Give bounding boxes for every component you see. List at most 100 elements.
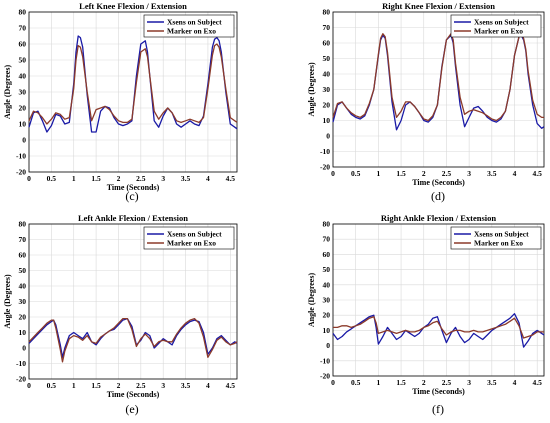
y-tick-label: 30 <box>19 297 27 306</box>
legend-entry: Marker on Exo <box>474 27 523 36</box>
legend-box <box>143 14 235 38</box>
x-tick-label: 4 <box>206 381 210 390</box>
plot-frame <box>332 223 545 377</box>
panel-letter: (c) <box>125 189 138 203</box>
y-tick-label: 70 <box>323 235 331 244</box>
y-tick-label: 80 <box>323 8 331 17</box>
y-tick-label: -10 <box>320 147 330 156</box>
legend-entry: Marker on Exo <box>167 239 216 248</box>
panel-letter: (d) <box>431 189 445 203</box>
series-line-xsens <box>332 34 545 131</box>
y-tick-label: 70 <box>19 235 27 244</box>
x-tick-label: 0.5 <box>351 169 361 178</box>
x-tick-label: 0.5 <box>47 174 57 183</box>
x-tick-label: 1.5 <box>91 174 101 183</box>
panel-letter: (e) <box>125 402 138 416</box>
series-line-xsens <box>28 35 238 133</box>
y-tick-label: 10 <box>19 328 27 337</box>
y-tick-label: 20 <box>323 101 331 110</box>
y-tick-label: -20 <box>320 372 330 381</box>
x-tick-label: 0 <box>331 378 335 387</box>
x-tick-label: 3 <box>161 174 165 183</box>
x-tick-label: 1 <box>377 378 381 387</box>
x-tick-label: 0 <box>27 174 31 183</box>
x-tick-label: 4.5 <box>226 381 236 390</box>
y-tick-label: 0 <box>22 136 26 145</box>
x-axis-label: Time (Seconds) <box>412 387 465 396</box>
legend-box <box>450 14 542 38</box>
chart-title: Left Knee Flexion / Extension <box>79 1 187 11</box>
x-tick-label: 4.5 <box>533 378 543 387</box>
x-tick-label: 2.5 <box>442 378 452 387</box>
y-tick-label: 50 <box>19 266 27 275</box>
y-tick-label: 50 <box>323 54 331 63</box>
x-tick-label: 4.5 <box>226 174 236 183</box>
y-tick-label: -20 <box>16 375 26 384</box>
chart-panel-2: -20 -10 0 10 20 30 40 50 60 70 80 0 0.5 1 1.5 2 2.5 3 3.5 4… <box>3 213 238 416</box>
x-tick-label: 1 <box>72 174 76 183</box>
y-tick-label: 40 <box>19 282 27 291</box>
y-tick-label: 60 <box>19 251 27 260</box>
x-tick-label: 0 <box>331 169 335 178</box>
y-tick-label: 40 <box>323 280 331 289</box>
legend-entry: Marker on Exo <box>474 239 523 248</box>
panel-letter: (f) <box>432 402 444 416</box>
y-tick-label: -10 <box>320 356 330 365</box>
x-tick-label: 3.5 <box>487 378 497 387</box>
y-tick-label: 0 <box>326 132 330 141</box>
legend-box <box>450 226 542 250</box>
y-tick-label: 30 <box>323 85 331 94</box>
chart-panel-0: -20 -10 0 10 20 30 40 50 60 70 80 0 0.5 1 1.5 2 2.5 3 3.5 4… <box>3 1 238 203</box>
x-tick-label: 3 <box>467 378 471 387</box>
chart-panel-3: -20 -10 0 10 20 30 40 50 60 70 80 0 0.5 1 1.5 2 2.5 3 3.5 4… <box>307 213 545 416</box>
y-axis-label: Angle (Degrees) <box>3 65 12 120</box>
y-tick-label: 10 <box>323 116 331 125</box>
x-tick-label: 3 <box>161 381 165 390</box>
x-tick-label: 1.5 <box>396 169 406 178</box>
plot-frame <box>28 11 238 173</box>
y-tick-label: 40 <box>323 70 331 79</box>
x-tick-label: 3.5 <box>181 381 191 390</box>
x-tick-label: 3.5 <box>181 174 191 183</box>
x-tick-label: 1 <box>72 381 76 390</box>
chart-title: Right Knee Flexion / Extension <box>382 1 495 11</box>
y-tick-label: 30 <box>323 296 331 305</box>
y-tick-label: 10 <box>19 120 27 129</box>
y-tick-label: 80 <box>323 220 331 229</box>
y-tick-label: 70 <box>323 23 331 32</box>
chart-title: Right Ankle Flexion / Extension <box>381 213 497 223</box>
legend-entry: Xsens on Subject <box>474 230 529 239</box>
plot-frame <box>332 11 545 168</box>
x-tick-label: 4.5 <box>533 169 543 178</box>
x-tick-label: 1 <box>377 169 381 178</box>
y-tick-label: 0 <box>326 341 330 350</box>
x-tick-label: 2 <box>422 378 426 387</box>
y-axis-label: Angle (Degrees) <box>307 62 316 117</box>
legend-entry: Xsens on Subject <box>167 230 222 239</box>
x-tick-label: 4 <box>513 169 517 178</box>
y-tick-label: -10 <box>16 359 26 368</box>
series-line-xsens <box>332 313 545 348</box>
y-tick-label: 20 <box>19 104 27 113</box>
y-tick-label: -20 <box>320 163 330 172</box>
x-tick-label: 3 <box>467 169 471 178</box>
series-line-marker <box>28 317 238 363</box>
x-axis-label: Time (Seconds) <box>107 390 160 399</box>
series-line-marker <box>28 43 238 125</box>
x-tick-label: 1.5 <box>396 378 406 387</box>
y-tick-label: 70 <box>19 24 27 33</box>
y-tick-label: 80 <box>19 220 27 229</box>
y-tick-label: 80 <box>19 8 27 17</box>
legend-box <box>143 226 235 250</box>
series-line-marker <box>332 33 544 122</box>
y-tick-label: 0 <box>22 344 26 353</box>
y-tick-label: 60 <box>323 250 331 259</box>
y-tick-label: 60 <box>323 39 331 48</box>
x-axis-label: Time (Seconds) <box>412 178 465 187</box>
y-tick-label: 60 <box>19 40 27 49</box>
y-tick-label: 10 <box>323 326 331 335</box>
x-axis-label: Time (Seconds) <box>107 183 160 192</box>
x-tick-label: 2.5 <box>136 381 146 390</box>
